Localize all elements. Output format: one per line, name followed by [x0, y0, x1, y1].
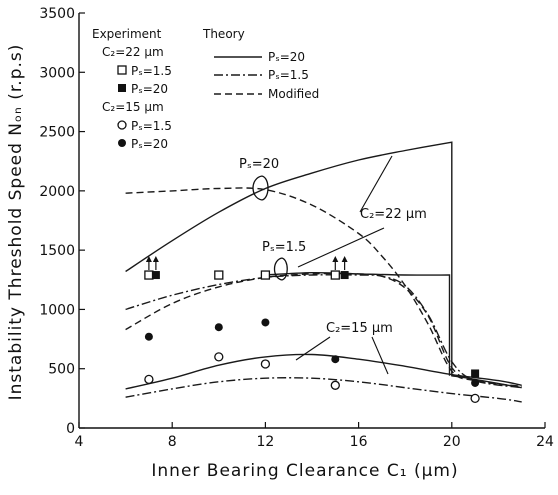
legend-theory-ps20: Pₛ=20: [268, 50, 305, 64]
marker-open-square: [330, 270, 340, 280]
curve-th-22-15-flat: [265, 271, 451, 376]
legend: Experiment Theory C₂=22 μm Pₛ=1.5 Pₛ=20 …: [92, 27, 319, 151]
lower-bound-arrowhead: [341, 256, 348, 263]
legend-theory-modified: Modified: [268, 87, 319, 101]
y-tick-label: 2500: [39, 125, 75, 141]
marker-filled-circle: [471, 378, 480, 387]
lower-bound-arrowhead: [332, 256, 339, 263]
annotation-ps20: Pₛ=20: [239, 157, 279, 172]
x-tick-label: 24: [536, 434, 554, 450]
x-tick-label: 12: [256, 434, 274, 450]
marker-filled-square: [340, 271, 349, 280]
marker-open-square: [214, 270, 224, 280]
legend-filled-circle-marker: [118, 139, 126, 147]
x-tick-label: 16: [350, 434, 368, 450]
annotation-c2-22: C₂=22 μm: [360, 207, 427, 222]
legend-c2-15: C₂=15 μm: [102, 100, 164, 114]
marker-open-circle: [470, 393, 480, 404]
legend-ps20-b: Pₛ=20: [131, 137, 168, 151]
marker-open-circle: [214, 352, 224, 362]
marker-open-circle: [144, 374, 154, 385]
y-axis-title: Instability Threshold Speed Nₒₙ (r.p.s): [6, 44, 26, 401]
curve-mod-22-15: [125, 272, 522, 388]
marker-open-circle: [330, 380, 340, 390]
y-tick-label: 0: [66, 421, 75, 437]
x-tick-label: 4: [75, 434, 84, 450]
curve-th-15-20: [125, 353, 522, 390]
legend-ps15-a: Pₛ=1.5: [131, 64, 172, 78]
curve-th-15-15: [125, 377, 522, 403]
lower-bound-arrowhead: [145, 256, 152, 263]
y-tick-label: 1500: [39, 243, 75, 259]
legend-ps20-a: Pₛ=20: [131, 82, 168, 96]
marker-filled-circle: [331, 355, 340, 364]
marker-filled-circle: [261, 318, 270, 327]
y-tick-label: 2000: [39, 184, 75, 200]
legend-open-square-marker: [117, 65, 127, 75]
annotation-ps20-rotation-icon: [252, 175, 269, 201]
legend-theory-ps15: Pₛ=1.5: [268, 68, 309, 82]
legend-c2-22: C₂=22 μm: [102, 45, 164, 59]
experiment-markers: [144, 256, 480, 404]
marker-filled-circle: [144, 332, 153, 341]
annotation-c2-22-leader-b: [297, 227, 385, 268]
legend-experiment-header: Experiment: [92, 27, 162, 41]
annotations: Pₛ=20 Pₛ=1.5 C₂=22 μm C₂=15 μm: [239, 155, 427, 375]
legend-open-circle-marker: [117, 120, 127, 130]
legend-filled-square-marker: [118, 84, 126, 92]
curve-th-22-15: [125, 274, 522, 389]
lower-bound-arrowhead: [152, 256, 159, 263]
marker-open-square: [144, 270, 154, 280]
x-axis-title: Inner Bearing Clearance C₁ (μm): [151, 461, 458, 481]
marker-open-circle: [260, 359, 271, 369]
marker-filled-square: [471, 369, 480, 378]
legend-theory-header: Theory: [202, 27, 245, 41]
y-tick-label: 1000: [39, 302, 75, 318]
y-tick-label: 3500: [39, 6, 75, 22]
legend-ps15-b: Pₛ=1.5: [131, 119, 172, 133]
marker-open-square: [260, 270, 271, 280]
marker-filled-circle: [214, 323, 223, 332]
annotation-ps15: Pₛ=1.5: [262, 240, 306, 255]
y-tick-label: 3000: [39, 65, 75, 81]
theory-curves: [125, 141, 522, 403]
plot-area: [78, 13, 545, 429]
curve-th-22-20: [125, 141, 522, 389]
x-tick-label: 8: [168, 434, 177, 450]
marker-filled-square: [151, 271, 160, 280]
y-tick-label: 500: [48, 362, 75, 378]
annotation-c2-22-leader-a: [359, 155, 393, 213]
x-tick-label: 20: [443, 434, 461, 450]
curve-mod-22-20: [125, 187, 522, 388]
annotation-c2-15-leader-a: [295, 336, 331, 361]
annotation-c2-15-leader-b: [371, 336, 389, 375]
annotation-ps15-rotation-icon: [273, 257, 288, 281]
axis-ticks: 4 8 12 16 20 24 0 500 1000 1500 2000 2500 3000 3500: [39, 6, 554, 450]
annotation-c2-15: C₂=15 μm: [326, 321, 393, 336]
